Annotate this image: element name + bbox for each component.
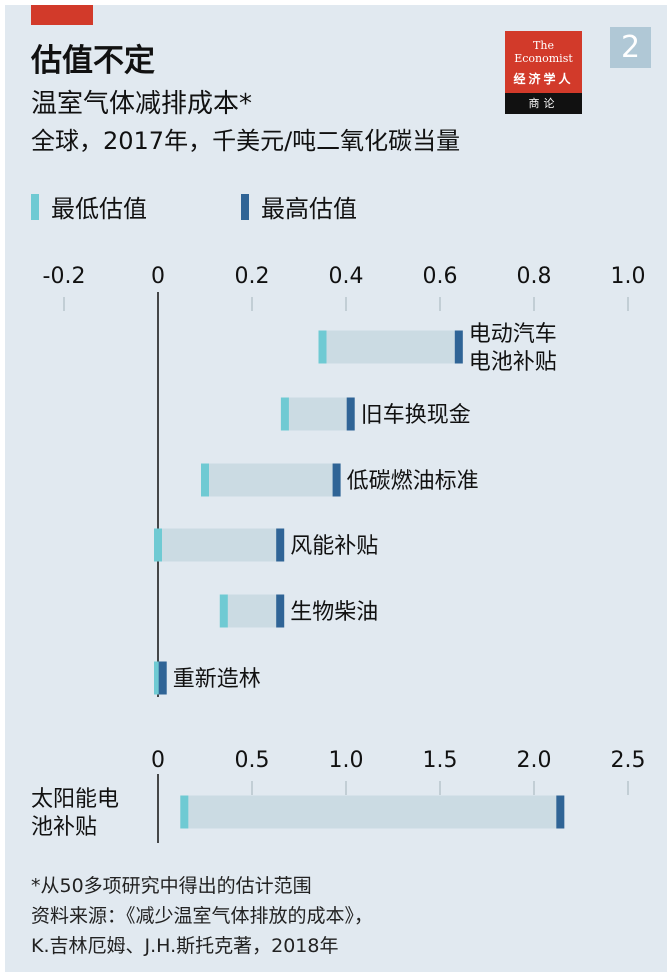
legend-high: 最高估值 [241,189,357,224]
footnote: *从50多项研究中得出的估计范围 [31,875,312,897]
tick-label: 0.8 [517,264,552,289]
range-bar [201,463,341,497]
tick-label: 1.0 [611,264,646,289]
range-bar [154,528,285,562]
range-bar [180,795,565,829]
category-label: 池补贴 [31,815,97,840]
category-label: 电动汽车 [469,322,557,347]
low-estimate-mark [154,661,162,695]
category-label: 太阳能电 [31,787,119,812]
tick-label: 0 [151,264,165,289]
legend-label: 最高估值 [261,195,357,223]
chart-title: 估值不定 [31,43,155,79]
category-label: 电池补贴 [469,350,557,375]
tick-label: 0.4 [329,264,364,289]
tick-label: 0 [151,748,165,773]
high-estimate-mark [158,661,167,695]
tick-label: 2.0 [517,748,552,773]
category-label: 生物柴油 [290,600,378,625]
tick-label: 0.6 [423,264,458,289]
tick-label: 0.2 [235,264,270,289]
low-estimate-mark [154,528,162,562]
chart-subtitle: 温室气体减排成本* [31,89,253,119]
low-estimate-mark [219,594,228,628]
category-label: 旧车换现金 [361,403,471,428]
source: 资料来源：《减少温室气体排放的成本》， [31,905,374,927]
tick-label: -0.2 [43,264,86,289]
logo-text: 经济学人 [513,72,574,86]
low-estimate-mark [280,397,289,431]
category-label: 低碳燃油标准 [347,469,479,494]
high-estimate-mark [454,330,463,364]
legend-label: 最低估值 [51,195,147,223]
high-estimate-mark [346,397,355,431]
tick-label: 0.5 [235,748,270,773]
high-estimate-mark [276,528,285,562]
authors: K.吉林厄姆、J.H.斯托克著，2018年 [31,935,339,957]
chart-units: 全球，2017年，千美元/吨二氧化碳当量 [31,127,461,155]
category-label: 重新造林 [173,667,261,692]
page-number: 2 [610,27,651,68]
chart-svg: -0.2 0 0.2 0.4 0.6 0.8 1.0 电动汽车电池补贴旧车换现金低碳燃油标准风… [31,264,646,843]
legend-swatch [241,193,249,220]
tick-label: 1.5 [423,748,458,773]
tick-label: 2.5 [611,748,646,773]
range-bar [219,594,285,628]
legend-low: 最低估值 [31,189,147,224]
high-estimate-mark [332,463,341,497]
low-estimate-mark [180,795,189,829]
range-bar [318,330,463,364]
category-label: 风能补贴 [290,534,378,559]
brand-red-bar [31,5,93,25]
chart-panel: 估值不定 温室气体减排成本* 全球，2017年，千美元/吨二氧化碳当量 The … [5,5,667,972]
high-estimate-mark [276,594,285,628]
high-estimate-mark [556,795,565,829]
range-bar [280,397,355,431]
tick-label: 1.0 [329,748,364,773]
low-estimate-mark [201,463,209,497]
low-estimate-mark [318,330,327,364]
logo-text: Economist [514,52,573,65]
logo-text: The [533,39,554,52]
economist-logo: The Economist 经济学人 商论 [505,31,582,114]
logo-text: 商论 [505,93,582,114]
legend-swatch [31,193,39,220]
